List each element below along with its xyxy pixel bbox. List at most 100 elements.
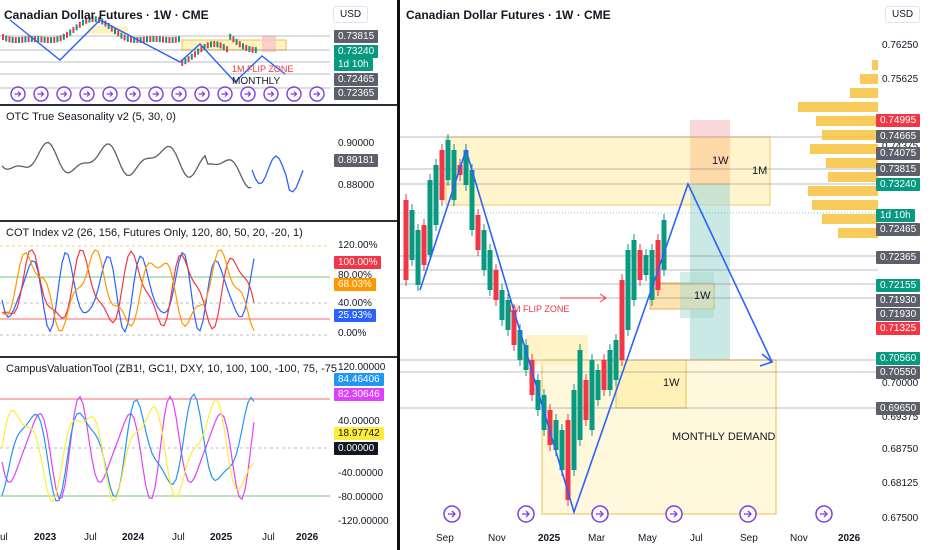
left-candle-79 bbox=[254, 47, 257, 54]
left-event-arrow-2 bbox=[60, 91, 68, 97]
right-price-tag-13: 0.70550 bbox=[876, 366, 921, 379]
left-candle-53 bbox=[171, 37, 174, 44]
candle-body-36 bbox=[619, 280, 625, 360]
left-x-tick-1: 2023 bbox=[34, 532, 57, 543]
left-candle-43 bbox=[139, 36, 142, 43]
left-candle-35 bbox=[114, 28, 116, 35]
right-x-tick-5: Jul bbox=[690, 533, 703, 544]
right-price-tag-1: 0.74665 bbox=[876, 130, 921, 143]
candle-body-41 bbox=[649, 250, 655, 300]
campus-title: CampusValuationTool (ZB1!, GC1!, DXY, 10… bbox=[6, 363, 338, 375]
candle-body-30 bbox=[583, 380, 589, 420]
candle-body-19 bbox=[517, 330, 523, 360]
zone-label-1w-low: 1W bbox=[663, 377, 680, 389]
left-event-arrow-0 bbox=[14, 91, 22, 97]
campus-tick-4: -120.00000 bbox=[338, 516, 389, 527]
cot-tick-1: 80.00% bbox=[338, 270, 372, 281]
candle-body-2 bbox=[415, 230, 421, 285]
candle-body-24 bbox=[547, 410, 553, 445]
volume-bar-11 bbox=[822, 214, 878, 224]
left-flip-zone-label: 1M FLIP ZONE bbox=[232, 64, 294, 74]
volume-bar-9 bbox=[808, 186, 878, 196]
volume-bar-12 bbox=[838, 228, 878, 238]
left-candle-2 bbox=[8, 36, 11, 43]
left-candle-45 bbox=[146, 36, 148, 43]
left-chart-pane[interactable]: Canadian Dollar Futures · 1W · CME USD 1… bbox=[0, 0, 397, 550]
left-candle-39 bbox=[126, 35, 129, 42]
left-red-rect bbox=[262, 36, 276, 52]
candle-body-26 bbox=[559, 430, 565, 470]
left-candle-49 bbox=[158, 36, 161, 43]
right-chart-pane[interactable]: Canadian Dollar Futures · 1W · CME USD 0… bbox=[400, 0, 932, 550]
left-currency-button[interactable]: USD bbox=[333, 6, 369, 23]
left-event-arrow-8 bbox=[198, 91, 206, 97]
right-chart-svg[interactable] bbox=[400, 0, 932, 550]
left-divider-2[interactable] bbox=[0, 220, 397, 222]
left-candle-29 bbox=[94, 16, 97, 23]
left-event-arrow-3 bbox=[83, 91, 91, 97]
left-candle-24 bbox=[78, 21, 81, 28]
campus-tag-2: 18.97742 bbox=[334, 427, 384, 440]
right-price-tag-6: 0.72465 bbox=[876, 223, 921, 236]
left-candle-51 bbox=[165, 36, 168, 43]
left-candle-34 bbox=[110, 25, 113, 32]
left-candle-63 bbox=[203, 44, 206, 51]
right-price-tag-3: 0.73815 bbox=[876, 163, 921, 176]
volume-bar-5 bbox=[822, 130, 878, 140]
left-candle-0 bbox=[2, 34, 4, 40]
cot-tick-3: 0.00% bbox=[338, 328, 367, 339]
candle-body-40 bbox=[643, 255, 649, 275]
right-x-tick-7: Nov bbox=[790, 533, 808, 544]
left-candle-54 bbox=[174, 36, 177, 43]
candle-body-18 bbox=[511, 310, 517, 345]
candle-body-0 bbox=[403, 200, 409, 280]
pane-divider[interactable] bbox=[397, 0, 400, 550]
right-price-tag-5: 1d 10h bbox=[876, 209, 915, 222]
left-divider-3[interactable] bbox=[0, 356, 397, 358]
left-candle-5 bbox=[18, 37, 20, 44]
left-candle-4 bbox=[14, 37, 17, 44]
left-candle-78 bbox=[251, 46, 254, 53]
candle-body-35 bbox=[613, 340, 619, 380]
left-candle-3 bbox=[11, 36, 14, 43]
event-arrow-1 bbox=[522, 510, 530, 518]
left-candle-70 bbox=[226, 46, 228, 53]
left-candle-16 bbox=[53, 36, 56, 43]
left-x-tick-6: Jul bbox=[262, 532, 275, 543]
left-candle-59 bbox=[190, 53, 193, 60]
left-candle-20 bbox=[66, 31, 68, 38]
campus-tick-2: -40.00000 bbox=[338, 468, 384, 479]
right-y-tick-4: 0.69375 bbox=[882, 412, 919, 423]
left-event-arrow-9 bbox=[221, 91, 229, 97]
season-tick-0: 0.90000 bbox=[338, 138, 375, 149]
left-x-tick-7: 2026 bbox=[296, 532, 319, 543]
left-candle-23 bbox=[75, 24, 78, 31]
candle-body-11 bbox=[469, 170, 475, 230]
left-candle-27 bbox=[88, 16, 91, 23]
left-divider-1[interactable] bbox=[0, 104, 397, 106]
left-candle-8 bbox=[27, 36, 30, 43]
zone-label-1w-top: 1W bbox=[712, 155, 729, 167]
seasonality-line-gray bbox=[1, 141, 252, 189]
right-y-tick-5: 0.68750 bbox=[882, 444, 919, 455]
right-y-tick-7: 0.67500 bbox=[882, 513, 919, 524]
right-currency-button[interactable]: USD bbox=[885, 6, 921, 23]
right-price-tag-7: 0.72365 bbox=[876, 251, 921, 264]
campus-tick-1: 40.00000 bbox=[338, 416, 380, 427]
left-candle-56 bbox=[181, 59, 184, 66]
right-x-tick-1: Nov bbox=[488, 533, 506, 544]
left-chart-svg[interactable] bbox=[0, 0, 397, 550]
left-candle-75 bbox=[242, 43, 244, 50]
left-candle-9 bbox=[30, 36, 33, 43]
candle-body-37 bbox=[625, 250, 631, 330]
left-candle-69 bbox=[222, 44, 225, 51]
left-candle-22 bbox=[72, 26, 75, 33]
right-price-tag-8: 0.72155 bbox=[876, 279, 921, 292]
left-candle-58 bbox=[187, 56, 190, 63]
right-price-tag-11: 0.71325 bbox=[876, 322, 921, 335]
cot-tick-0: 120.00% bbox=[338, 240, 378, 251]
candle-body-31 bbox=[589, 360, 595, 430]
candle-body-33 bbox=[601, 360, 607, 390]
right-price-tag-4: 0.73240 bbox=[876, 178, 921, 191]
right-price-tag-9: 0.71930 bbox=[876, 294, 921, 307]
